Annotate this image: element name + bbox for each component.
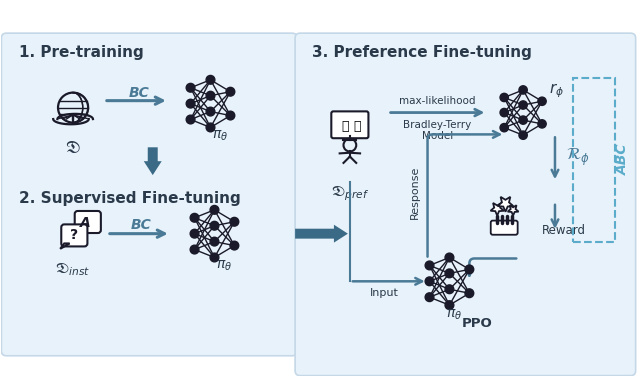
Text: 2. Supervised Fine-tuning: 2. Supervised Fine-tuning [19,191,241,206]
Circle shape [186,115,195,124]
FancyBboxPatch shape [61,224,88,247]
Polygon shape [144,147,162,175]
Circle shape [206,75,215,84]
Circle shape [519,131,527,139]
Polygon shape [497,197,513,212]
Text: BC: BC [129,86,149,100]
Text: Input: Input [370,288,399,298]
Circle shape [186,99,195,108]
FancyBboxPatch shape [491,221,518,235]
Text: ABC: ABC [616,144,630,175]
Circle shape [190,229,199,238]
Polygon shape [508,205,518,216]
Circle shape [500,93,508,102]
Circle shape [500,124,508,132]
Circle shape [425,261,434,270]
Circle shape [500,109,508,117]
Text: $\pi_\theta$: $\pi_\theta$ [446,307,463,322]
Text: 👎: 👎 [353,120,360,133]
Circle shape [186,83,195,92]
Polygon shape [490,203,504,216]
Text: Response: Response [410,165,420,219]
Text: Bradley-Terry
Model: Bradley-Terry Model [403,120,472,141]
Circle shape [425,293,434,302]
FancyBboxPatch shape [295,33,636,375]
Circle shape [538,97,546,106]
Circle shape [206,107,215,116]
Circle shape [210,205,219,214]
Circle shape [538,120,546,128]
Text: $\pi_\theta$: $\pi_\theta$ [212,129,228,143]
Text: $\mathfrak{D}_{inst}$: $\mathfrak{D}_{inst}$ [56,262,91,278]
Circle shape [519,86,527,94]
Polygon shape [295,225,348,242]
Text: BC: BC [131,218,151,232]
Text: Reward: Reward [542,224,586,237]
Text: $\mathcal{R}_\phi$: $\mathcal{R}_\phi$ [566,146,589,169]
Circle shape [210,253,219,262]
Circle shape [425,277,434,286]
Circle shape [445,269,454,278]
Circle shape [519,116,527,124]
Circle shape [190,245,199,254]
Text: 👍: 👍 [341,120,349,133]
Circle shape [210,237,219,246]
Text: ?: ? [70,228,79,242]
Text: 3. Preference Fine-tuning: 3. Preference Fine-tuning [312,45,532,60]
Circle shape [206,123,215,132]
Polygon shape [60,244,70,249]
Circle shape [445,285,454,294]
Text: $\mathfrak{D}_{pref}$: $\mathfrak{D}_{pref}$ [331,184,369,202]
Text: PPO: PPO [462,317,493,330]
FancyBboxPatch shape [332,111,369,138]
Text: $\mathfrak{D}$: $\mathfrak{D}$ [65,140,81,157]
Text: $\pi_\theta$: $\pi_\theta$ [216,259,232,273]
Text: 1. Pre-training: 1. Pre-training [19,45,144,60]
Circle shape [190,213,199,222]
Text: A: A [81,216,91,230]
Circle shape [230,218,239,226]
Circle shape [445,253,454,262]
FancyBboxPatch shape [1,33,297,356]
Circle shape [210,221,219,230]
Circle shape [206,91,215,100]
Circle shape [226,111,235,120]
Text: $r_\phi$: $r_\phi$ [549,81,564,100]
Circle shape [519,101,527,109]
Circle shape [465,265,474,274]
Circle shape [226,87,235,96]
FancyBboxPatch shape [75,211,101,233]
Circle shape [230,241,239,250]
Text: max-likelihood: max-likelihood [399,96,476,106]
Circle shape [465,289,474,297]
Circle shape [445,301,454,310]
